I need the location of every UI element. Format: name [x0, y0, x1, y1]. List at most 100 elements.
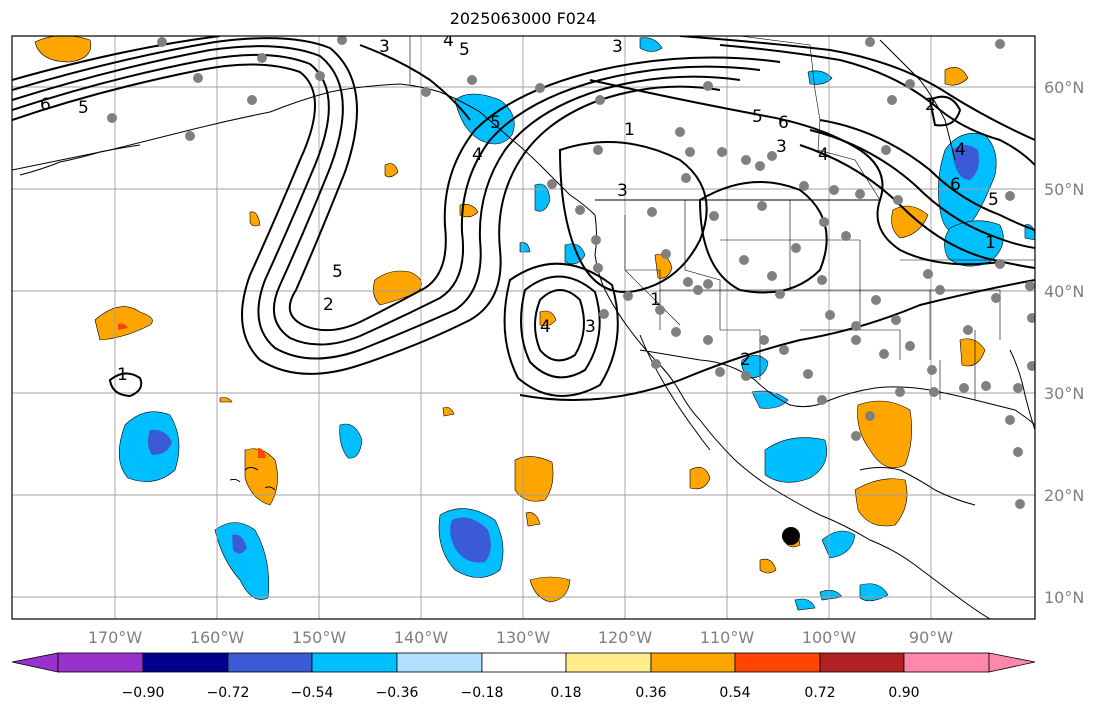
latitude-labels: 60°N 50°N 40°N 30°N 20°N 10°N [1044, 78, 1084, 607]
map-frame [11, 35, 1036, 620]
cb-tick-2: −0.72 [207, 685, 250, 701]
contour-label-2: 2 [925, 95, 936, 115]
lon-label-160w: 160°W [190, 628, 245, 647]
shade-blue-mexico [764, 437, 827, 483]
contour-label-6c: 6 [950, 175, 961, 195]
shade-orange-central-america [854, 478, 908, 527]
contour-label-5b: 5 [459, 40, 470, 60]
lat-label-60n: 60°N [1044, 78, 1084, 97]
cb-tick-4: −0.36 [376, 685, 419, 701]
contour-north-atlantic [928, 95, 962, 127]
contour-label-3c: 3 [776, 137, 787, 157]
lon-label-170w: 170°W [88, 628, 143, 647]
contour-western-us [558, 141, 708, 293]
contour-southern-wide [519, 279, 1035, 401]
colorbar-extend-low [11, 652, 59, 673]
contour-east-us-1 [819, 119, 1035, 231]
contour-label-5c: 5 [752, 107, 763, 127]
hudson-bay-coast [879, 39, 956, 161]
colorbar-bin-4 [311, 652, 398, 673]
contour-lines [12, 36, 1035, 401]
contour-label-3d: 3 [585, 317, 596, 337]
lon-label-140w: 140°W [394, 628, 449, 647]
contour-label-1b: 1 [985, 233, 996, 253]
lat-label-30n: 30°N [1044, 384, 1084, 403]
negative-anomaly-shading [118, 37, 1035, 611]
state-borders [409, 36, 1035, 400]
positive-anomaly-shading [34, 36, 986, 603]
cb-tick-3: −0.54 [291, 685, 334, 701]
contour-labels: 6 5 3 4 5 3 1 5 6 3 4 2 4 6 5 1 5 2 4 3 … [40, 31, 999, 385]
lon-label-90w: 90°W [909, 628, 953, 647]
contour-label-4d: 4 [540, 317, 551, 337]
contour-low-pacific [534, 289, 585, 362]
map-title: 2025063000 F024 [449, 9, 597, 28]
contour-canada-1 [589, 79, 1001, 266]
colorbar-bin-2 [142, 652, 229, 673]
west-coast [594, 214, 991, 619]
contour-label-3e: 3 [617, 181, 628, 201]
shade-blue-southwest-pacific [214, 522, 270, 600]
colorbar-bin-9 [734, 652, 821, 673]
contour-wave-2 [12, 53, 741, 360]
contour-label-6b: 6 [778, 113, 789, 133]
contour-label-6: 6 [40, 95, 51, 115]
lat-label-20n: 20°N [1044, 486, 1084, 505]
alaska-coast [12, 83, 596, 216]
contour-label-5f: 5 [490, 113, 501, 133]
colorbar-bin-10 [819, 652, 905, 673]
contour-label-2b: 2 [323, 295, 334, 315]
lon-label-150w: 150°W [292, 628, 347, 647]
contour-label-1: 1 [624, 120, 635, 140]
yucatan-coast [859, 467, 976, 506]
cb-tick-8: 0.54 [719, 685, 750, 701]
coastlines [12, 39, 1035, 619]
lon-label-130w: 130°W [496, 628, 551, 647]
shade-orange-aleutian [34, 36, 92, 63]
colorbar-bin-1 [57, 652, 144, 673]
contour-label-4e: 4 [472, 145, 483, 165]
lon-label-120w: 120°W [598, 628, 653, 647]
map-background [12, 36, 1035, 619]
lon-label-100w: 100°W [802, 628, 857, 647]
longitude-labels: 170°W 160°W 150°W 140°W 130°W 120°W 110°… [88, 628, 953, 647]
lon-label-110w: 110°W [700, 628, 755, 647]
baja-peninsula [639, 334, 711, 451]
florida-coast [1009, 349, 1035, 431]
contour-label-4b: 4 [818, 145, 829, 165]
contour-canada-3 [679, 36, 1035, 141]
colorbar-bin-5 [396, 652, 483, 673]
contour-label-3: 3 [379, 37, 390, 57]
colorbar-bin-7 [565, 652, 652, 673]
contour-label-4: 4 [443, 31, 454, 51]
cb-tick-6: 0.18 [550, 685, 581, 701]
contour-label-5d: 5 [988, 190, 999, 210]
contour-small-loop [108, 372, 143, 398]
cb-tick-9: 0.72 [804, 685, 835, 701]
shade-orange-pacific-mid [94, 306, 153, 341]
contour-wave-5 [12, 36, 221, 81]
cb-tick-7: 0.36 [635, 685, 666, 701]
colorbar-bin-6 [481, 652, 567, 673]
colorbar-extend-high [988, 652, 1036, 673]
storm-marker [782, 527, 800, 545]
colorbar-bin-8 [650, 652, 736, 673]
contour-wave-6 [359, 44, 471, 121]
aleutian-islands [19, 144, 141, 176]
contour-low-pacific-outer-2 [503, 262, 619, 397]
contour-label-4c: 4 [955, 140, 966, 160]
lat-label-50n: 50°N [1044, 180, 1084, 199]
contour-canada-2 [719, 44, 1035, 166]
shade-blue-great-lakes [944, 220, 1004, 267]
contour-label-3b: 3 [612, 37, 623, 57]
cb-tick-10: 0.90 [888, 685, 919, 701]
colorbar-bin-3 [227, 652, 313, 673]
contour-label-5: 5 [78, 98, 89, 118]
contour-wave-4 [12, 37, 781, 332]
contour-low-pacific-outer [520, 275, 601, 379]
contour-central-us [698, 181, 828, 294]
contour-label-2c: 2 [740, 350, 751, 370]
station-markers [107, 36, 1035, 509]
graticule [12, 36, 1035, 619]
